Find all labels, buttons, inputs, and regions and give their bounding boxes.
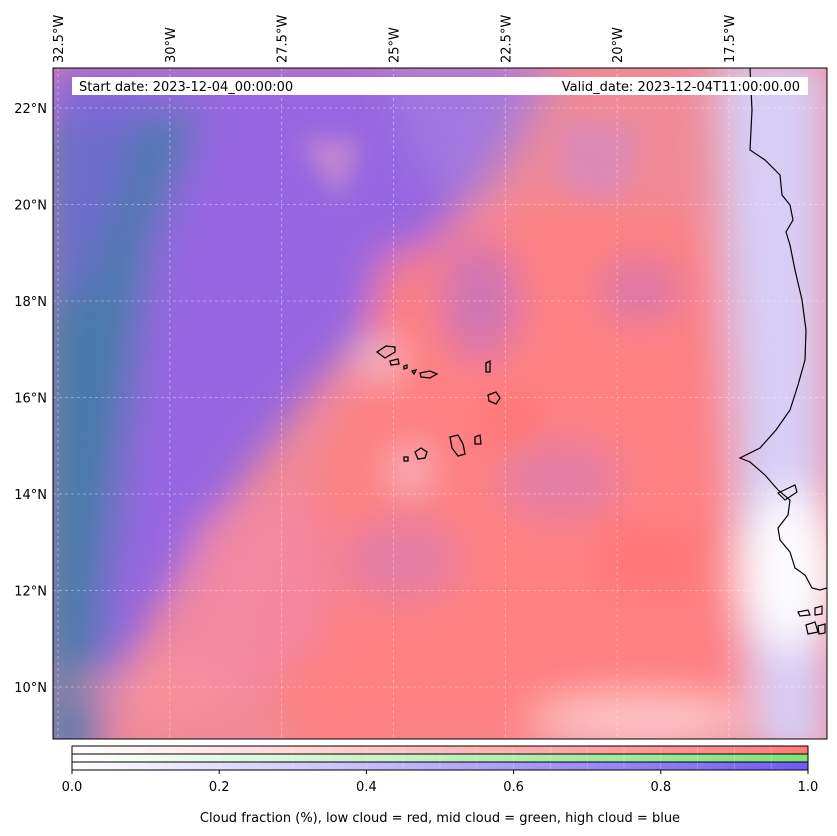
valid-date-text: Valid_date: 2023-12-04T11:00:00.00	[562, 80, 800, 95]
cloud-field	[53, 68, 827, 739]
africa-coastline	[738, 68, 827, 591]
longitude-tick-label: 30°W	[164, 27, 179, 63]
colorbar-tick-label: 0.8	[650, 780, 671, 795]
longitude-tick-label: 32.5°W	[52, 15, 67, 63]
start-date-text: Start date: 2023-12-04_00:00:00	[79, 80, 293, 95]
colorbar-tick-label: 0.0	[62, 780, 83, 795]
latitude-tick-label: 12°N	[14, 585, 47, 600]
cape-verde-islands	[375, 345, 501, 462]
colorbar-frame	[71, 745, 809, 771]
latitude-tick-label: 10°N	[14, 681, 47, 696]
sal-island	[485, 359, 491, 373]
latitude-tick-label: 14°N	[14, 488, 47, 503]
bijagos-islands	[797, 605, 826, 635]
colorbar: 0.0 0.2 0.4 0.6 0.8 1.0 Cloud fraction (%), l…	[62, 745, 819, 826]
map-frame	[52, 67, 828, 740]
coastline	[738, 68, 827, 635]
latitude-tick-label: 18°N	[14, 295, 47, 310]
santo-antao-island	[375, 345, 396, 359]
sao-vicente-island	[389, 358, 400, 366]
colorbar-low-cloud-row	[72, 746, 808, 754]
longitude-tick-label: 25°W	[388, 27, 403, 63]
colorbar-label: Cloud fraction (%), low cloud = red, mid…	[200, 811, 680, 826]
boa-vista-island	[487, 391, 501, 405]
colorbar-tick-label: 0.6	[503, 780, 524, 795]
gambia-estuary	[776, 484, 798, 501]
longitude-tick-label: 20°W	[611, 27, 626, 63]
colorbar-tick-label: 1.0	[798, 780, 819, 795]
santiago-island	[449, 434, 466, 457]
colorbar-high-cloud-row	[72, 762, 808, 770]
fogo-island	[414, 447, 428, 460]
colorbar-tick-label: 0.2	[209, 780, 230, 795]
santa-luzia-island	[403, 364, 408, 370]
latitude-tick-label: 20°N	[14, 199, 47, 214]
latitude-tick-label: 22°N	[14, 102, 47, 117]
colorbar-tick-label: 0.4	[356, 780, 377, 795]
longitude-tick-label: 17.5°W	[723, 15, 738, 63]
gridlines	[53, 68, 827, 739]
latitude-tick-label: 16°N	[14, 392, 47, 407]
longitude-labels: 32.5°W 30°W 27.5°W 25°W 22.5°W 20°W 17.5°W	[52, 15, 738, 63]
sao-nicolau-island	[410, 369, 439, 379]
longitude-tick-label: 22.5°W	[499, 15, 514, 63]
longitude-tick-label: 27.5°W	[276, 15, 291, 63]
colorbar-mid-cloud-row	[72, 754, 808, 762]
maio-island	[474, 434, 482, 445]
latitude-labels: 22°N 20°N 18°N 16°N 14°N 12°N 10°N	[14, 102, 47, 696]
date-banner	[72, 77, 808, 95]
brava-island	[403, 456, 409, 462]
